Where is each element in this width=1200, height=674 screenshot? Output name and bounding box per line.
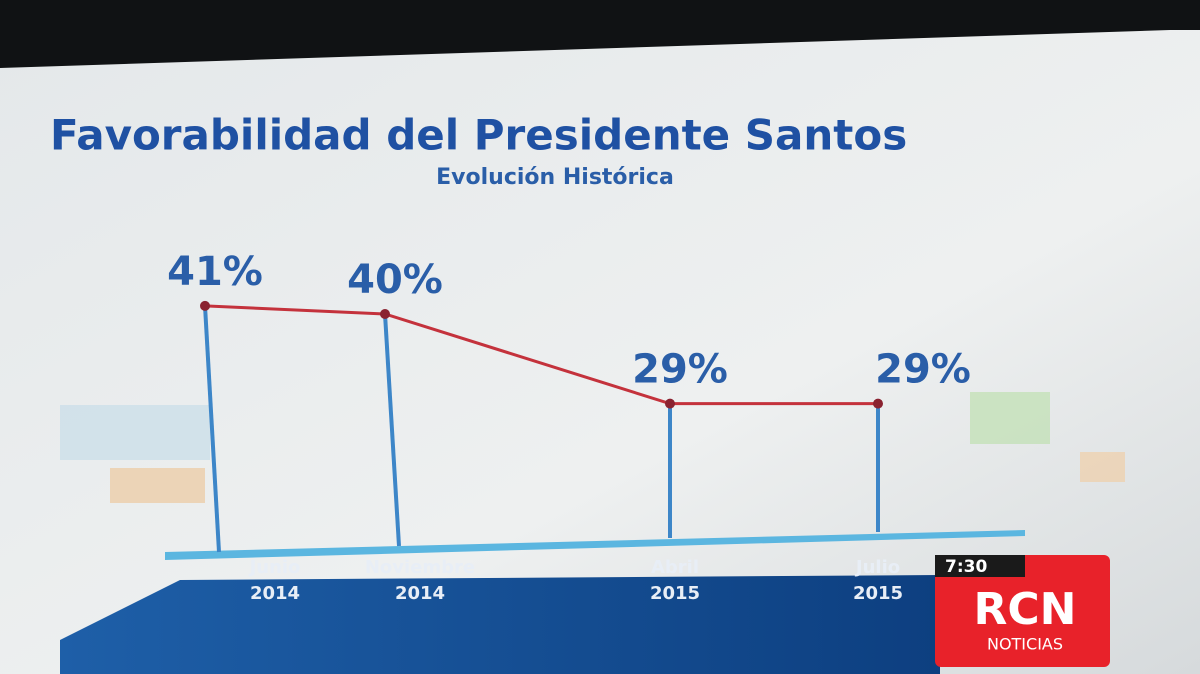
value-label: 29% (632, 347, 728, 393)
clock-box (935, 555, 1025, 577)
drop-line (383, 313, 401, 547)
data-point (665, 398, 675, 409)
clock: 7:30 (945, 557, 987, 577)
drop-line (203, 305, 221, 553)
value-label: 40% (347, 257, 443, 303)
x-tick-label: Noviembre 2014 (365, 557, 475, 604)
logo-box (935, 555, 1110, 667)
decor (1080, 452, 1125, 482)
value-label: 29% (875, 347, 971, 393)
trend-line (204, 304, 878, 406)
decor (110, 468, 205, 503)
decor (970, 392, 1050, 444)
x-tick-label: Junio 2014 (248, 557, 301, 604)
data-point (380, 309, 390, 319)
brand-logo: RCN (974, 584, 1077, 635)
screen-background (0, 30, 1200, 674)
x-tick-label: Julio 2015 (853, 557, 903, 604)
chart-subtitle: Evolución Histórica (436, 165, 674, 190)
decor (60, 405, 210, 460)
brand-subtitle: NOTICIAS (987, 635, 1063, 654)
value-label: 41% (167, 249, 263, 295)
x-tick-label: Abril 2015 (650, 557, 700, 604)
baseline-strip (165, 530, 1025, 560)
data-point (200, 300, 210, 311)
data-point (873, 398, 883, 409)
bottom-band (60, 575, 940, 674)
chart-title: Favorabilidad del Presidente Santos (50, 111, 907, 160)
